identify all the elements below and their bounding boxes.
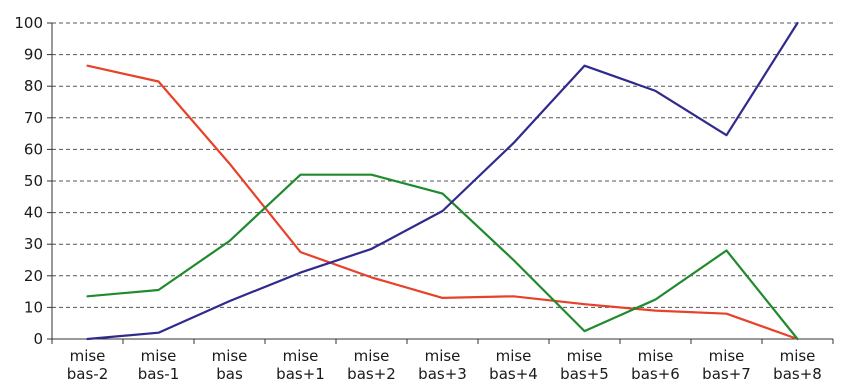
- series-lines: [86, 21, 799, 341]
- x-tick-label: mise bas+7: [702, 347, 751, 383]
- y-tick-label: 20: [24, 267, 43, 285]
- y-tick-label: 50: [24, 172, 43, 190]
- x-tick-labels: mise bas-2 mise bas-1 mise bas mise bas+1 mise ba…: [67, 347, 822, 383]
- y-tick-label: 90: [24, 46, 43, 64]
- y-tick-label: 10: [24, 298, 43, 316]
- x-tick-label: mise bas+4: [489, 347, 538, 383]
- y-tick-label: 100: [14, 14, 43, 32]
- x-tick-label: mise bas+1: [276, 347, 325, 383]
- gridlines: [52, 22, 833, 308]
- y-tick-label: 70: [24, 109, 43, 127]
- axes: [47, 22, 834, 344]
- y-tick-label: 60: [24, 140, 43, 158]
- x-tick-label: mise bas+5: [560, 347, 609, 383]
- series-line-3: [86, 21, 799, 341]
- y-tick-label: 80: [24, 77, 43, 95]
- x-tick-label: mise bas: [212, 347, 248, 383]
- series-line-2: [86, 173, 799, 341]
- x-tick-label: mise bas-2: [67, 347, 108, 383]
- series-line-1: [86, 64, 799, 341]
- x-tick-label: mise bas-1: [138, 347, 179, 383]
- y-tick-label: 0: [33, 330, 43, 348]
- y-tick-label: 30: [24, 235, 43, 253]
- y-tick-labels: 0 10 20 30 40 50 60 70 80 90 100: [14, 14, 43, 348]
- x-tick-label: mise bas+8: [773, 347, 822, 383]
- x-tick-label: mise bas+6: [631, 347, 680, 383]
- x-tick-label: mise bas+2: [347, 347, 396, 383]
- y-tick-label: 40: [24, 204, 43, 222]
- x-tick-label: mise bas+3: [418, 347, 467, 383]
